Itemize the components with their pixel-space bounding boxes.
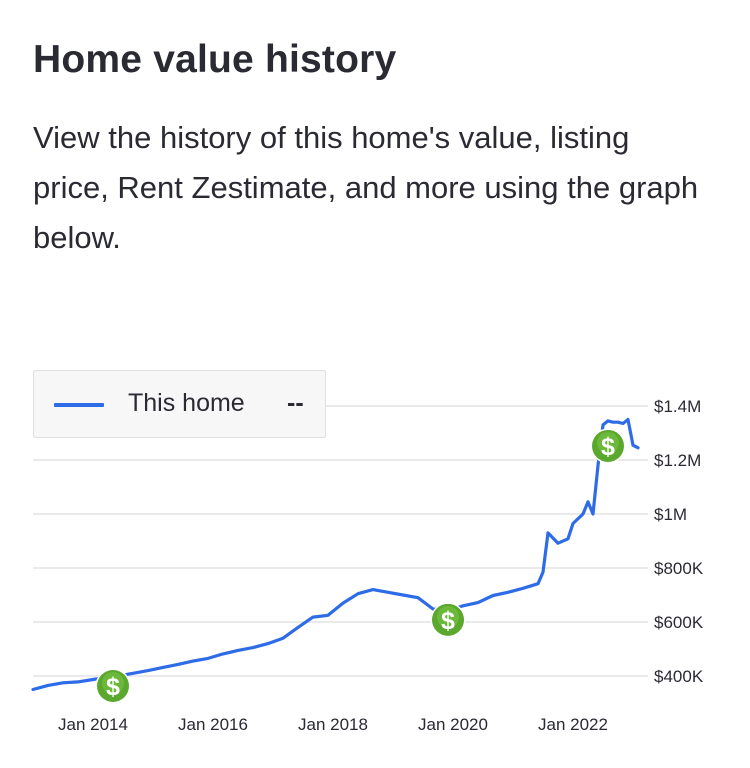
chart-legend[interactable]: This home -- [33, 370, 326, 438]
dollar-icon: $ [601, 433, 615, 461]
marker-shine [437, 605, 459, 628]
legend-label: This home [128, 389, 245, 417]
y-axis-labels: $400K $600K $800K $1M $1.2M $1.4M [654, 397, 704, 686]
home-value-chart[interactable]: $400K $600K $800K $1M $1.2M $1.4M Jan 2014 Jan… [0, 360, 750, 768]
sold-marker[interactable]: $ [95, 668, 131, 704]
y-tick-label: $800K [654, 559, 704, 578]
event-markers: $ $ $ [95, 428, 626, 704]
page-title: Home value history [33, 38, 397, 81]
dollar-icon: $ [441, 607, 455, 635]
x-axis-labels: Jan 2014 Jan 2016 Jan 2018 Jan 2020 Jan 2022 [58, 715, 608, 734]
x-tick-label: Jan 2022 [538, 715, 608, 734]
y-tick-label: $1M [654, 505, 687, 524]
marker-shine [597, 431, 619, 454]
marker-shine [102, 671, 124, 694]
legend-value: -- [287, 389, 304, 417]
dollar-icon: $ [106, 673, 120, 701]
x-tick-label: Jan 2016 [178, 715, 248, 734]
y-tick-label: $400K [654, 667, 704, 686]
x-tick-label: Jan 2014 [58, 715, 128, 734]
y-tick-label: $1.4M [654, 397, 701, 416]
y-tick-label: $1.2M [654, 451, 701, 470]
series-line-this-home[interactable] [31, 417, 640, 692]
x-tick-label: Jan 2018 [298, 715, 368, 734]
legend-line-swatch [54, 403, 104, 407]
page-description: View the history of this home's value, l… [33, 120, 699, 255]
series-layer [31, 417, 640, 692]
sold-marker[interactable]: $ [430, 602, 466, 638]
sold-marker[interactable]: $ [590, 428, 626, 464]
y-tick-label: $600K [654, 613, 704, 632]
x-tick-label: Jan 2020 [418, 715, 488, 734]
